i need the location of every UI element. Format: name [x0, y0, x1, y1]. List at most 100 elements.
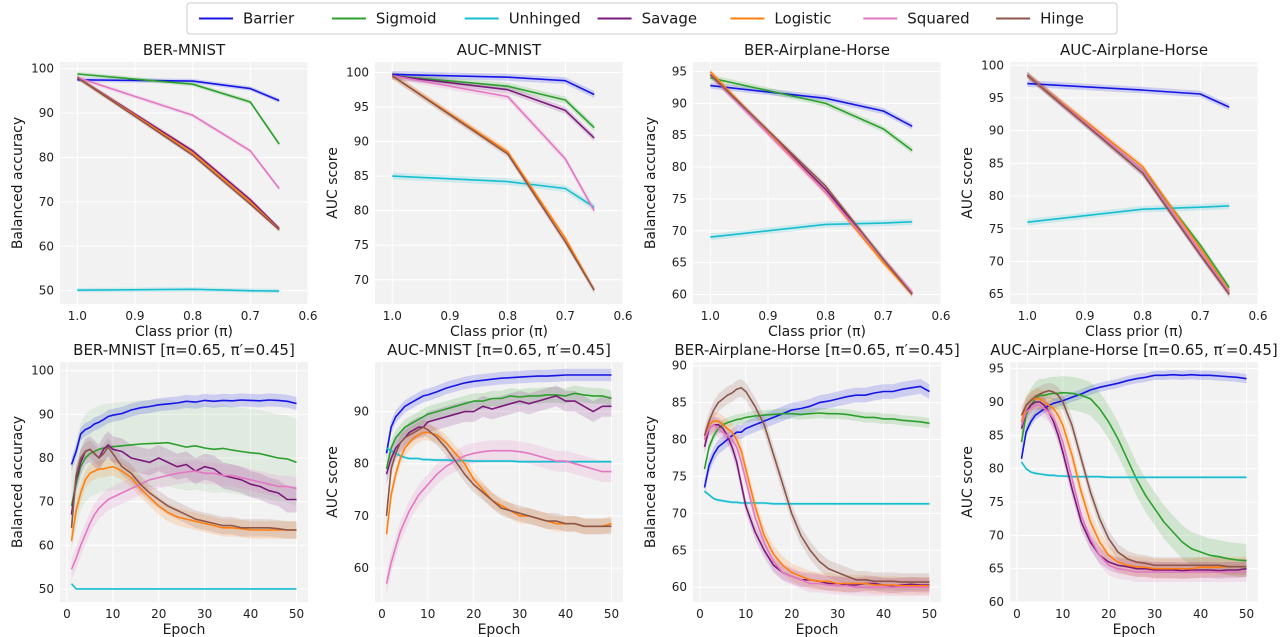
band-logistic [1027, 71, 1230, 295]
panel-title: AUC-Airplane-Horse [π=0.65, π′=0.45] [990, 341, 1278, 359]
band-hinge [1027, 71, 1230, 298]
y-tick-label: 90 [354, 405, 369, 419]
band-hinge [71, 438, 297, 539]
y-tick-label: 100 [31, 364, 54, 378]
line-squared [70, 470, 297, 570]
line-barrier [1027, 82, 1230, 108]
band-logistic [386, 424, 612, 542]
y-tick-label: 65 [989, 562, 1004, 576]
band-barrier [386, 368, 612, 460]
y-tick-label: 100 [981, 58, 1004, 72]
x-tick-label: 30 [512, 607, 527, 621]
band-barrier [77, 77, 280, 103]
x-tick-label: 0.9 [125, 309, 144, 323]
y-tick-label: 60 [672, 287, 687, 301]
band-barrier [1021, 370, 1247, 464]
line-squared [1026, 74, 1230, 293]
x-axis-label: Class prior (π) [1085, 324, 1183, 340]
line-logistic [391, 75, 595, 291]
line-squared [1020, 404, 1247, 573]
line-hinge [391, 75, 595, 291]
band-unhinged [71, 582, 297, 590]
plot-area [60, 62, 308, 304]
y-tick-label: 60 [354, 561, 369, 575]
x-axis-label: Class prior (π) [135, 324, 233, 340]
y-tick-label: 75 [672, 192, 687, 206]
line-savage [385, 395, 612, 475]
x-tick-label: 0.6 [613, 309, 632, 323]
series-group [70, 393, 297, 590]
panel-8: 0 10 20 30 40 50 60 65 70 75 80 85 90 95 AUC-Airplane-… [960, 341, 1278, 637]
panel-title: BER-MNIST [π=0.65, π′=0.45] [73, 341, 295, 359]
y-tick-label: 65 [989, 287, 1004, 301]
line-unhinged [392, 175, 595, 208]
line-squared [385, 449, 612, 584]
legend-box [186, 2, 1118, 35]
band-barrier [1027, 80, 1230, 111]
line-logistic [76, 76, 280, 230]
line-barrier [77, 79, 280, 102]
panel-title: AUC-MNIST [457, 41, 542, 59]
chart-panels: 1.0 0.9 0.8 0.7 0.65060708090100BER-MNISTCla… [10, 41, 1278, 637]
x-tick-label: 40 [876, 607, 891, 621]
x-tick-label: 0.6 [298, 309, 317, 323]
series-group [385, 368, 612, 595]
line-hinge [1026, 74, 1230, 295]
line-savage [76, 76, 280, 230]
x-tick-label: 30 [197, 607, 212, 621]
panel-6: 0 10 20 30 40 50 60 70 80 90 AUC-MNIST [π=0.65, π′… [325, 341, 623, 637]
x-tick-label: 20 [466, 607, 481, 621]
line-sigmoid [385, 392, 612, 470]
y-tick-label: 75 [989, 222, 1004, 236]
y-tick-label: 60 [39, 239, 54, 253]
legend-label-unhinged: Unhinged [509, 10, 581, 28]
x-tick-label: 0 [378, 607, 386, 621]
x-tick-label: 0.8 [498, 309, 517, 323]
y-tick-label: 75 [354, 238, 369, 252]
x-tick-label: 0.9 [440, 309, 459, 323]
y-tick-label: 90 [354, 135, 369, 149]
y-tick-label: 70 [39, 495, 54, 509]
band-squared [1027, 71, 1230, 296]
x-tick-label: 40 [558, 607, 573, 621]
line-barrier [392, 73, 595, 96]
line-barrier [1020, 373, 1247, 459]
band-savage [704, 417, 930, 594]
line-barrier [703, 385, 930, 488]
line-squared [703, 424, 930, 588]
x-tick-label: 0.8 [183, 309, 202, 323]
band-sigmoid [386, 385, 612, 477]
line-sigmoid [392, 75, 595, 129]
plot-area [375, 62, 623, 304]
y-tick-label: 80 [989, 462, 1004, 476]
y-tick-label: 60 [989, 595, 1004, 609]
y-tick-label: 85 [672, 396, 687, 410]
x-tick-label: 20 [1101, 607, 1116, 621]
y-tick-label: 100 [31, 62, 54, 76]
x-tick-label: 0.6 [1248, 309, 1267, 323]
line-unhinged [77, 288, 280, 292]
y-tick-label: 50 [39, 284, 54, 298]
line-logistic [70, 465, 297, 542]
y-axis-label: AUC score [960, 446, 976, 518]
line-hinge [703, 387, 930, 583]
plot-area [693, 362, 941, 602]
y-tick-label: 80 [672, 433, 687, 447]
x-tick-label: 0.9 [1075, 309, 1094, 323]
y-tick-label: 90 [39, 407, 54, 421]
y-tick-label: 85 [989, 156, 1004, 170]
panel-title: AUC-Airplane-Horse [1060, 41, 1208, 59]
series-group [709, 68, 913, 298]
line-savage [392, 75, 595, 139]
x-tick-label: 0.7 [556, 309, 575, 323]
panel-title: AUC-MNIST [π=0.65, π′=0.45] [387, 341, 611, 359]
band-savage [1021, 394, 1247, 579]
x-axis-label: Epoch [163, 622, 206, 637]
y-tick-label: 95 [672, 65, 687, 79]
y-axis-label: Balanced accuracy [643, 416, 659, 548]
x-tick-label: 20 [784, 607, 799, 621]
legend-label-sigmoid: Sigmoid [376, 10, 437, 28]
band-squared [392, 72, 595, 215]
y-tick-label: 90 [989, 395, 1004, 409]
x-tick-label: 20 [151, 607, 166, 621]
